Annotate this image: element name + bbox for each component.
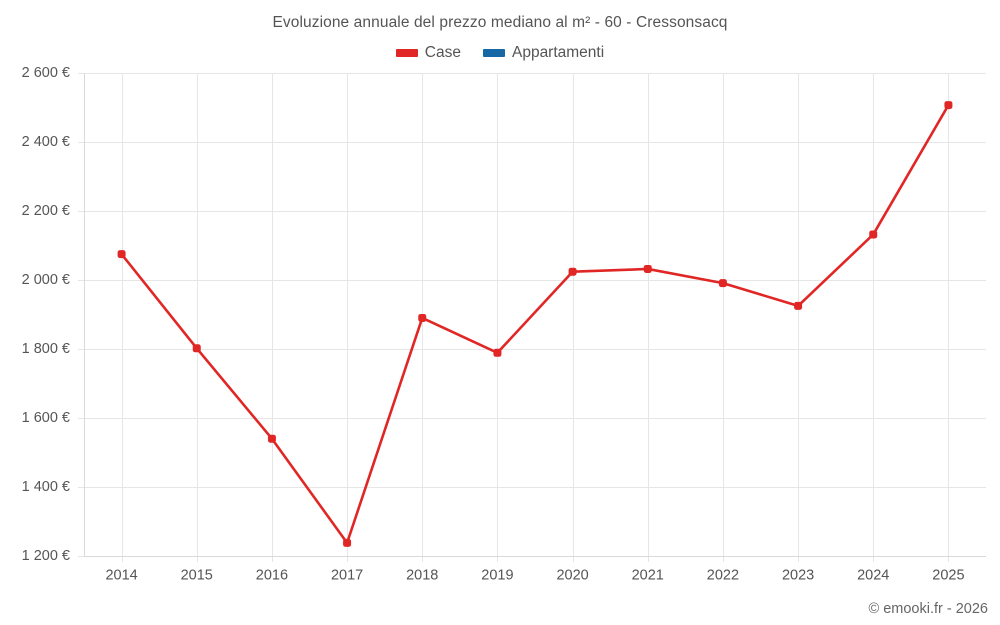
x-axis-tick-label: 2022 [707,568,739,584]
x-axis-tick-label: 2019 [481,568,513,584]
legend-label-case: Case [424,44,461,61]
y-axis-tick-label: 2 000 € [22,272,70,288]
x-axis-tick-label: 2025 [932,568,964,584]
y-axis-tick-label: 1 400 € [22,479,70,495]
x-axis-tick-label: 2017 [331,568,363,584]
x-axis-tick-label: 2016 [256,568,288,584]
x-axis-tick-label: 2018 [406,568,438,584]
legend-swatch-appartamenti-icon [482,49,505,57]
legend-label-appartamenti: Appartamenti [511,44,605,61]
data-point-marker[interactable] [192,344,201,353]
legend-swatch-case-icon [395,49,418,57]
x-axis-tick-label: 2015 [181,568,213,584]
x-axis-tick-label: 2021 [632,568,664,584]
y-axis-tick-label: 1 200 € [22,548,70,564]
x-axis-tick-label: 2020 [556,568,588,584]
data-point-marker[interactable] [718,279,727,288]
x-axis-tick-label: 2024 [857,568,889,584]
y-axis-tick-label: 1 600 € [22,410,70,426]
data-point-marker[interactable] [568,267,577,276]
y-axis-tick-label: 2 600 € [22,65,70,81]
y-axis-tick-label: 2 200 € [22,203,70,219]
y-axis-tick-label: 2 400 € [22,134,70,150]
x-axis-tick-label: 2014 [105,568,137,584]
legend-item-appartamenti[interactable]: Appartamenti [482,44,605,62]
series-line-case [120,103,950,545]
data-point-marker[interactable] [343,538,352,547]
data-point-marker[interactable] [418,313,427,322]
data-point-marker[interactable] [794,301,803,310]
footer-credit: © emooki.fr - 2026 [868,601,988,617]
y-axis-tick-label: 1 800 € [22,341,70,357]
data-point-marker[interactable] [493,348,502,357]
x-axis-tick-label: 2023 [782,568,814,584]
chart-title: Evoluzione annuale del prezzo mediano al… [272,14,728,31]
data-point-marker[interactable] [267,434,276,443]
data-point-marker[interactable] [869,230,878,239]
chart-legend: Case Appartamenti [0,44,1000,62]
data-point-marker[interactable] [117,250,126,259]
data-point-marker[interactable] [944,101,953,110]
data-point-marker[interactable] [643,264,652,273]
legend-item-case[interactable]: Case [395,44,461,62]
